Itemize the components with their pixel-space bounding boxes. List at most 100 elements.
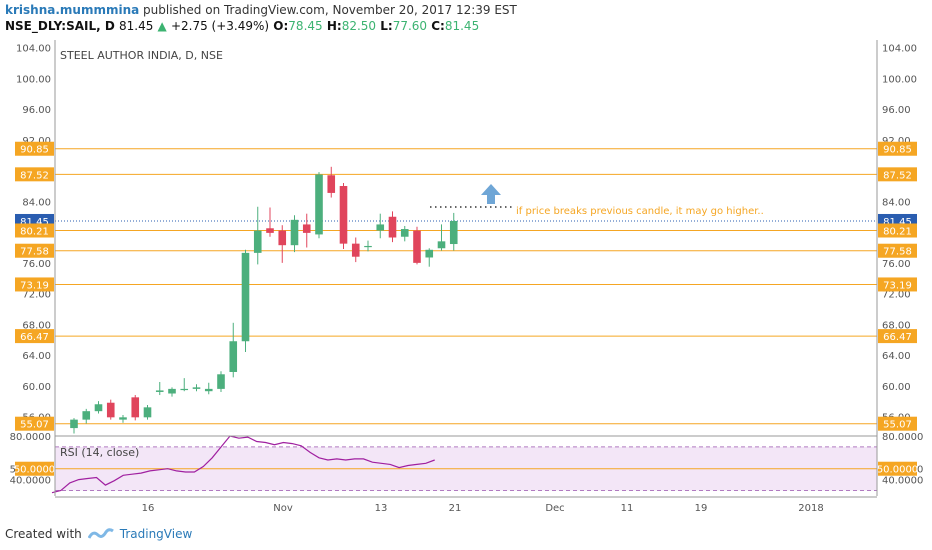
candle-up	[192, 387, 201, 389]
level-tag-bg-right	[878, 167, 917, 182]
y-tick-label-left: 76.00	[22, 259, 51, 270]
candle-up	[229, 341, 238, 372]
level-tag-bg-right	[878, 223, 917, 238]
candle-down	[351, 243, 360, 257]
level-tag-bg-left	[15, 277, 54, 292]
open-label: O:	[273, 19, 289, 33]
y-tick-label-right: 68.00	[882, 320, 911, 331]
x-tick-label: 19	[695, 503, 708, 514]
rsi-label: RSI (14, close)	[60, 446, 139, 459]
y-tick-label-right: 84.00	[882, 197, 911, 208]
candle-up	[143, 407, 152, 418]
x-tick-label: Nov	[273, 503, 293, 514]
y-tick-label-left: 96.00	[22, 105, 51, 116]
candle-up	[376, 224, 385, 231]
level-tag-bg-left	[15, 243, 54, 258]
candle-up	[241, 252, 250, 342]
last-price-tag-left: 81.45	[20, 217, 49, 228]
y-tick-label-left: 60.00	[22, 382, 51, 393]
footer: Created with TradingView	[5, 527, 192, 541]
low-value: 77.60	[392, 19, 428, 33]
y-tick-label-left: 64.00	[22, 351, 51, 362]
level-tag-left: 87.52	[20, 170, 49, 181]
level-tag-right: 90.85	[883, 145, 912, 156]
candle-down	[266, 228, 274, 233]
ohlc-line: NSE_DLY:SAIL, D 81.45 ▲ +2.75 (+3.49%) O…	[5, 19, 479, 33]
up-arrow-annotation-icon	[481, 184, 501, 204]
level-tag-left: 55.07	[20, 420, 49, 431]
rsi-tick-label-left: 40.0000	[10, 476, 51, 487]
rsi-value-tag-bg-left	[15, 461, 54, 476]
y-tick-label-left: 92.00	[22, 136, 51, 147]
candle-down	[339, 186, 348, 244]
x-tick-label: 13	[375, 503, 388, 514]
rsi-value-tag-bg-right	[878, 461, 917, 476]
created-with: Created with	[5, 527, 82, 541]
candle-up	[155, 390, 164, 392]
y-tick-label-right: 96.00	[882, 105, 911, 116]
x-tick-label: 16	[142, 503, 155, 514]
level-tag-left: 80.21	[20, 227, 49, 238]
x-tick-label: 2018	[798, 503, 823, 514]
tradingview-brand[interactable]: TradingView	[119, 527, 193, 541]
publish-line: krishna.mummmina published on TradingVie…	[5, 3, 517, 17]
level-tag-left: 73.19	[20, 280, 49, 291]
level-tag-right: 77.58	[883, 247, 912, 258]
y-tick-label-right: 104.00	[882, 44, 917, 55]
level-tag-bg-right	[878, 329, 917, 344]
level-tag-bg-right	[878, 416, 917, 431]
candle-up	[94, 404, 103, 412]
rsi-line	[51, 435, 435, 494]
price-change: +2.75 (+3.49%)	[170, 19, 270, 33]
candle-up	[437, 241, 446, 249]
candle-up	[70, 419, 78, 429]
low-label: L:	[380, 19, 393, 33]
level-tag-bg-left	[15, 167, 54, 182]
candle-up	[180, 388, 189, 391]
level-tag-right: 66.47	[883, 332, 912, 343]
tradingview-logo-icon	[87, 528, 114, 539]
x-tick-label: Dec	[545, 503, 564, 514]
close-label: C:	[431, 19, 445, 33]
level-tag-left: 77.58	[20, 247, 49, 258]
author-link[interactable]: krishna.mummmina	[5, 3, 140, 17]
level-tag-bg-left	[15, 416, 54, 431]
high-label: H:	[326, 19, 342, 33]
candle-up	[315, 174, 323, 235]
chart-annotation: if price breaks previous candle, it may …	[516, 206, 764, 217]
level-tag-bg-right	[878, 243, 917, 258]
y-tick-label-left: 72.00	[22, 290, 51, 301]
publish-info: published on TradingView.com, November 2…	[143, 3, 517, 17]
candle-down	[327, 175, 336, 193]
candle-down	[413, 230, 421, 263]
candle-down	[388, 216, 397, 238]
last-price: 81.45	[119, 19, 154, 33]
last-price-tag-right: 81.45	[883, 217, 912, 228]
candle-up	[204, 388, 213, 392]
y-tick-label-left: 68.00	[22, 320, 51, 331]
candle-up	[82, 411, 91, 420]
candle-up	[168, 388, 176, 394]
rsi-tick-label-right: 40.0000	[882, 476, 923, 487]
y-tick-label-right: 76.00	[882, 259, 911, 270]
rsi-value-tag-right: 50.0000	[877, 465, 918, 476]
candle-up	[217, 374, 225, 389]
level-tag-bg-right	[878, 141, 917, 156]
close-value: 81.45	[444, 19, 480, 33]
candle-up	[425, 249, 434, 258]
level-tag-right: 55.07	[883, 420, 912, 431]
level-tag-right: 87.52	[883, 170, 912, 181]
symbol-label: NSE_DLY:SAIL, D	[5, 19, 115, 33]
chart-title: STEEL AUTHOR INDIA, D, NSE	[60, 49, 223, 62]
level-tag-bg-right	[878, 277, 917, 292]
high-value: 82.50	[341, 19, 377, 33]
level-tag-bg-left	[15, 223, 54, 238]
level-tag-left: 90.85	[20, 145, 49, 156]
level-tag-right: 73.19	[883, 280, 912, 291]
open-value: 78.45	[288, 19, 323, 33]
y-tick-label-right: 92.00	[882, 136, 911, 147]
candle-up	[400, 229, 409, 237]
y-tick-label-left: 100.00	[16, 74, 51, 85]
candle-down	[278, 230, 287, 246]
